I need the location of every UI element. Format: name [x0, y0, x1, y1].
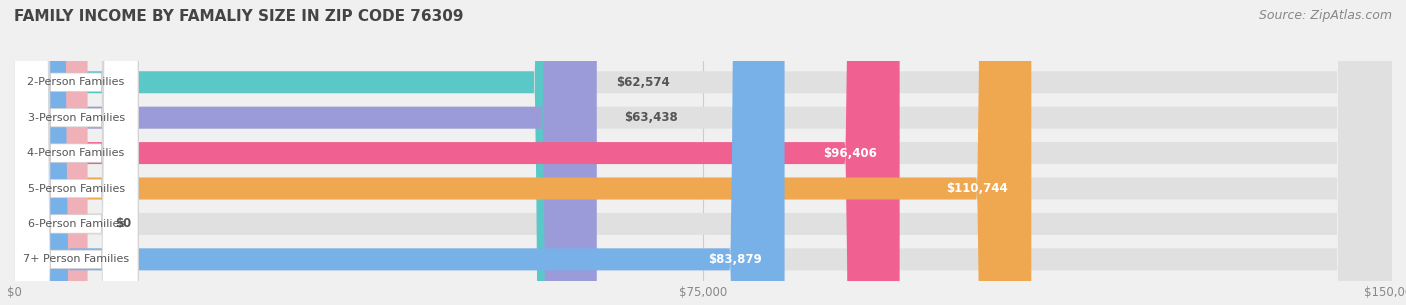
FancyBboxPatch shape: [14, 0, 1392, 305]
FancyBboxPatch shape: [14, 0, 785, 305]
FancyBboxPatch shape: [14, 0, 596, 305]
FancyBboxPatch shape: [14, 0, 138, 305]
FancyBboxPatch shape: [14, 0, 1392, 305]
FancyBboxPatch shape: [14, 0, 1392, 305]
Text: FAMILY INCOME BY FAMALIY SIZE IN ZIP CODE 76309: FAMILY INCOME BY FAMALIY SIZE IN ZIP COD…: [14, 9, 464, 24]
FancyBboxPatch shape: [14, 0, 87, 305]
FancyBboxPatch shape: [14, 0, 138, 305]
Text: 6-Person Families: 6-Person Families: [28, 219, 125, 229]
FancyBboxPatch shape: [14, 0, 138, 305]
FancyBboxPatch shape: [14, 0, 1032, 305]
Text: 4-Person Families: 4-Person Families: [28, 148, 125, 158]
Text: $62,574: $62,574: [616, 76, 671, 89]
Text: 5-Person Families: 5-Person Families: [28, 184, 125, 193]
FancyBboxPatch shape: [14, 0, 900, 305]
Text: Source: ZipAtlas.com: Source: ZipAtlas.com: [1258, 9, 1392, 22]
FancyBboxPatch shape: [14, 0, 1392, 305]
FancyBboxPatch shape: [14, 0, 589, 305]
Text: 3-Person Families: 3-Person Families: [28, 113, 125, 123]
FancyBboxPatch shape: [14, 0, 138, 305]
Text: $0: $0: [115, 217, 131, 231]
FancyBboxPatch shape: [14, 0, 1392, 305]
Text: $110,744: $110,744: [946, 182, 1008, 195]
FancyBboxPatch shape: [14, 0, 1392, 305]
Text: $63,438: $63,438: [624, 111, 678, 124]
Text: 7+ Person Families: 7+ Person Families: [22, 254, 129, 264]
Text: $83,879: $83,879: [707, 253, 762, 266]
Text: $96,406: $96,406: [823, 147, 877, 160]
FancyBboxPatch shape: [14, 0, 138, 305]
FancyBboxPatch shape: [14, 0, 138, 305]
Text: 2-Person Families: 2-Person Families: [28, 77, 125, 87]
